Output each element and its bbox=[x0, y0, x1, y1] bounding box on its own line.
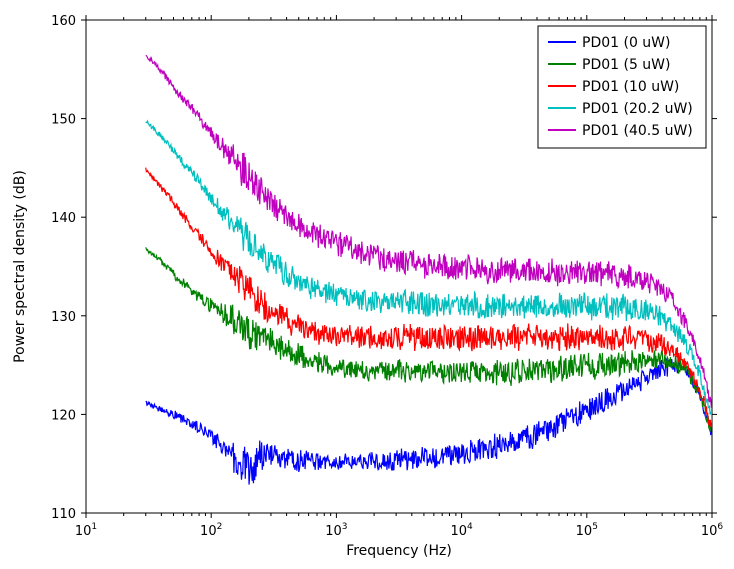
ytick-label: 150 bbox=[51, 113, 76, 128]
y-axis-label: Power spectral density (dB) bbox=[12, 170, 28, 363]
legend-item-label: PD01 (10 uW) bbox=[582, 79, 679, 95]
ytick-label: 110 bbox=[51, 507, 76, 522]
legend-item-label: PD01 (5 uW) bbox=[582, 57, 670, 73]
chart-svg: 110120130140150160101102103104105106Freq… bbox=[0, 0, 734, 569]
x-axis-label: Frequency (Hz) bbox=[346, 543, 452, 559]
psd-chart: 110120130140150160101102103104105106Freq… bbox=[0, 0, 734, 569]
legend: PD01 (0 uW) PD01 (5 uW) PD01 (10 uW) PD01 (… bbox=[538, 26, 706, 148]
legend-item-label: PD01 (40.5 uW) bbox=[582, 123, 693, 139]
ytick-label: 160 bbox=[51, 14, 76, 29]
legend-item-label: PD01 (0 uW) bbox=[582, 35, 670, 51]
legend-item-label: PD01 (20.2 uW) bbox=[582, 101, 693, 117]
ytick-label: 140 bbox=[51, 211, 76, 226]
ytick-label: 130 bbox=[51, 310, 76, 325]
ytick-label: 120 bbox=[51, 408, 76, 423]
